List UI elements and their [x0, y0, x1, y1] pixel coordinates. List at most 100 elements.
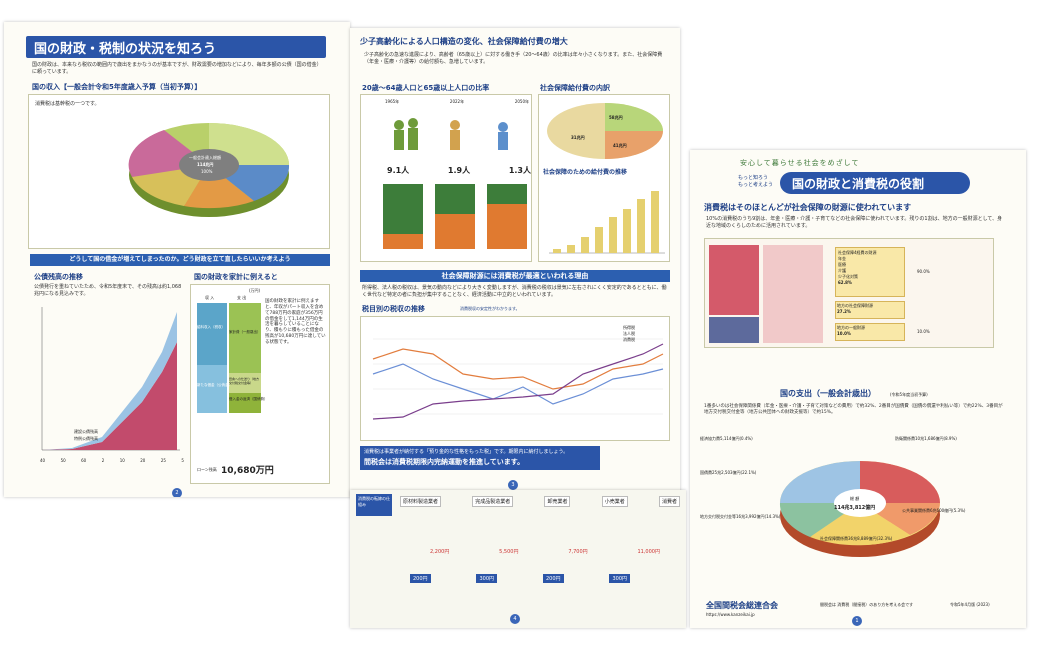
income-bar — [197, 303, 227, 365]
bottom-page: 消費税の転嫁の仕組み 原材料製造業者 完成品製造業者 卸売業者 小売業者 消費者… — [350, 490, 686, 628]
benefit-pie — [547, 103, 663, 159]
flow-item: 介護 — [838, 268, 846, 273]
remit-bar — [229, 373, 261, 393]
flow-item: 社会保障4経費の財源 — [838, 250, 877, 255]
revenue-pie — [128, 123, 290, 217]
household-box: (万円) 収 入 支 出 給料収入（税収） 新たな借金（公債金） 家計費（一般歳… — [190, 284, 330, 484]
footer-date: 令和5年4月版 (2023) — [950, 602, 990, 607]
benefit-box: 58兆円 41兆円 31兆円 社会保障のための給付費の推移 — [538, 94, 670, 262]
pop-years: 1965年 2022年 2050年 — [385, 99, 529, 105]
benefit-heading: 社会保障給付費の内訳 — [540, 84, 610, 92]
stage-label: 小売業者 — [601, 496, 628, 507]
bond-year-axis: 40 50 60 2 10 20 25 5 — [40, 458, 184, 463]
left-intro: 国の財政は、本来なら税収の範囲内で歳出をまかなうのが基本ですが、財政需要の増加な… — [32, 62, 322, 75]
right-page: 安心して暮らせる社会をめざして もっと知ろう もっと考えよう 国の財政と消費税の… — [690, 150, 1026, 628]
flow-target: 社会保障4経費の財源 年金 医療 介護 少子化対策 62.8% — [835, 247, 905, 297]
footer-note: 消費税は事業者が納付する「預り金的な性格をもった税」です。期限内に納付しましょう… — [364, 449, 569, 455]
household-text: 国の財政を家計に例えますと、年収がパート収入を含めて788万円の家庭が356万円… — [265, 299, 326, 345]
page-number: 3 — [508, 480, 518, 490]
legend-construction: 建設公債残高 — [74, 429, 98, 434]
flow-pct: 27.2% — [837, 309, 851, 314]
revenue-box: 消費税は基幹税の一つです。 一般会計歳入総額 114兆円 100% — [28, 94, 330, 249]
split-block — [763, 245, 823, 343]
pie-label: 国債費25兆2,503億円(22.1%) — [700, 470, 757, 475]
flow-pct: 10.0% — [837, 331, 851, 336]
tax-row: 200円 300円 200円 300円 — [410, 574, 630, 583]
repay-bar — [229, 393, 261, 413]
expense-bar — [229, 303, 261, 373]
page-number: 2 — [172, 488, 182, 497]
pop-figures — [394, 118, 508, 150]
series-income: 所得税 — [623, 325, 635, 330]
footer-url: https://www.kanzeikai.jp — [706, 612, 755, 617]
item-income: 給料収入（税収） — [197, 325, 225, 329]
stage-price: 7,700円 — [568, 549, 588, 555]
side-pct: 10.0% — [917, 329, 930, 334]
middle-page: 少子高齢化による人口構造の変化、社会保障給付費の増大 少子高齢化の急速な進展によ… — [350, 28, 680, 498]
year-label: 25 — [160, 458, 166, 463]
pop-bars — [383, 184, 527, 249]
page-number: 1 — [852, 616, 862, 626]
item-repay: 借入金の返済（国債費） — [229, 397, 268, 401]
year-label: 2 — [101, 458, 105, 463]
stage-tax: 300円 — [476, 574, 498, 583]
bond-chart — [41, 307, 180, 451]
item-expense: 家計費（一般歳出） — [229, 330, 261, 334]
sub-heading: 消費税はそのほとんどが社会保障の財源に使われています — [704, 203, 912, 212]
benefit-trend — [549, 191, 665, 254]
stage-label: 消費者 — [658, 496, 680, 507]
year-label: 10 — [119, 458, 125, 463]
benefit-label: 58兆円 — [609, 115, 623, 120]
pie-total: 114兆3,812億円 — [834, 505, 876, 511]
tax-trend-box: 所得税 法人税 消費税 — [360, 316, 670, 441]
flow-item: 年金 — [838, 256, 846, 261]
side-pct: 90.0% — [917, 269, 930, 274]
pie-label: 防衛関係費10兆1,686億円(8.9%) — [895, 436, 957, 441]
pie-center-value: 114兆円 — [197, 162, 214, 167]
expend-text: 1番多いのは社会保障関係費（年金・医療・介護・子育て対策などの費用）で約32%、… — [704, 404, 1003, 415]
revenue-heading: 国の収入【一般会計令和5年度歳入予算（当初予算）】 — [32, 83, 202, 91]
stage-tax: 300円 — [609, 574, 630, 583]
pie-center-pct: 100% — [201, 169, 213, 174]
tax-trend-chart — [372, 338, 664, 420]
footer-org: 全国間税会総連合会 — [706, 601, 778, 610]
stage-label: 卸売業者 — [544, 496, 571, 507]
catch-2: もっと考えよう — [738, 182, 774, 188]
household-total-label: ローン残高 — [197, 467, 217, 472]
pie-label: 地方交付税交付金等16兆3,992億円(14.3%) — [700, 514, 781, 519]
flow-item: 地方の一般財源 — [837, 325, 865, 330]
mid-heading: 少子高齢化による人口構造の変化、社会保障給付費の増大 — [360, 37, 568, 46]
series-consumption: 消費税 — [623, 337, 635, 342]
flow-target: 地方の一般財源 10.0% — [835, 323, 905, 341]
legend-special: 特例公債残高 — [74, 436, 98, 441]
flow-box: 社会保障4経費の財源 年金 医療 介護 少子化対策 62.8% 地方の社会保障財… — [704, 238, 994, 348]
pop-box: 1965年 2022年 2050年 9.1人 1.9人 1.3人 — [360, 94, 532, 262]
pop-ratio: 1.9人 — [447, 166, 471, 175]
year-label: 20 — [140, 458, 146, 463]
item-loan: 新たな借金（公債金） — [197, 383, 232, 387]
stage-price: 2,200円 — [430, 549, 450, 555]
flow-target: 地方の社会保障財源 27.2% — [835, 301, 905, 319]
expend-pie — [779, 461, 940, 557]
debt-bar: どうして国の借金が増えてしまったのか。どう財政を立て直したらいいか考えよう — [30, 254, 330, 266]
flow-item: 地方の社会保障財源 — [837, 303, 873, 308]
left-title: 国の財政・税制の状況を知ろう — [26, 36, 326, 58]
pop-ratios: 9.1人 1.9人 1.3人 — [387, 165, 531, 176]
tax-trend-sub: 消費税収の安定性がわかります。 — [460, 306, 520, 311]
pie-label: 経済協力費5,114億円(0.4%) — [700, 436, 753, 441]
catch-1: もっと知ろう — [738, 175, 769, 181]
top-note: 安心して暮らせる社会をめざして — [740, 159, 860, 167]
flow-item: 少子化対策 — [838, 274, 858, 279]
benefit-label: 31兆円 — [571, 135, 585, 140]
household-unit: (万円) — [249, 288, 261, 293]
year-label: 60 — [81, 458, 87, 463]
bond-heading: 公債残高の推移 — [34, 273, 83, 281]
stage-tax: 200円 — [410, 574, 431, 583]
tax-note: 消費税は基幹税の一つです。 — [35, 101, 100, 107]
expend-heading: 国の支出（一般会計歳出） — [780, 389, 876, 398]
benefit-label: 41兆円 — [613, 143, 627, 148]
stage-tax: 200円 — [542, 574, 564, 583]
benefit-chart-heading: 社会保障のための給付費の推移 — [543, 169, 628, 176]
loan-bar — [197, 365, 227, 413]
year-label: 40 — [40, 458, 46, 463]
